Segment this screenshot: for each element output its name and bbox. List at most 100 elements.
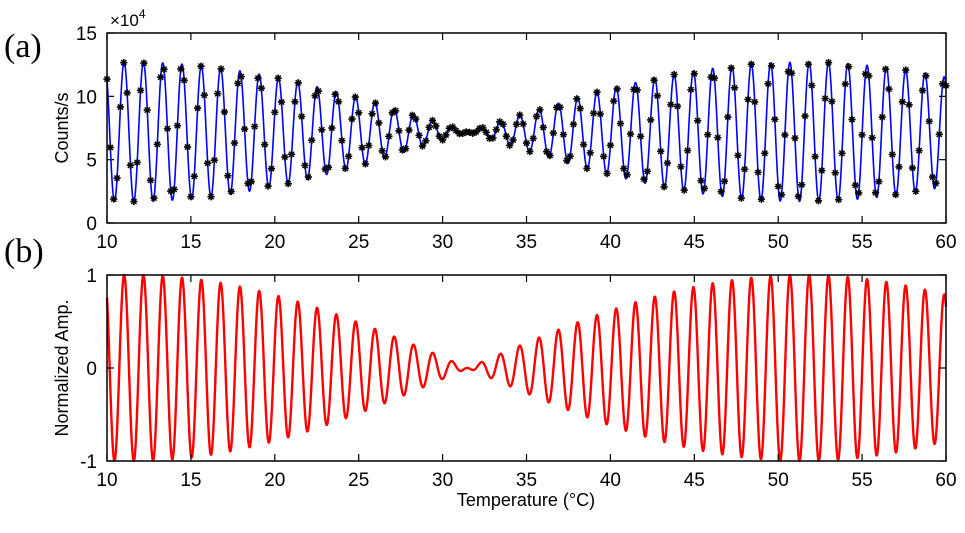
panel-b-x-tick-label: 60 <box>935 470 956 491</box>
panel-a-data-point <box>106 143 114 152</box>
panel-a-data-point <box>710 74 719 82</box>
panel-a-data-point <box>720 177 729 185</box>
panel-a-data-point <box>516 111 524 119</box>
panel-a-data-point <box>241 125 249 133</box>
panel-a-data-point <box>895 163 903 171</box>
panel-a-data-point <box>261 140 269 149</box>
panel-a-data-point <box>804 60 813 68</box>
panel-a-data-point <box>217 65 225 73</box>
panel-a-data-point <box>660 183 668 191</box>
panel-a-data-point <box>210 156 218 164</box>
panel-a-data-point <box>207 193 215 201</box>
panel-b-x-tick-label: 20 <box>264 470 285 491</box>
panel-b-x-tick-label: 45 <box>684 470 705 491</box>
panel-a-data-point <box>375 119 383 127</box>
panel-a-data-point <box>251 122 259 131</box>
panel-a-data-point <box>730 84 739 92</box>
panel-a-data-point <box>428 116 437 125</box>
panel-a-data-point <box>368 110 376 118</box>
panel-a-data-point <box>771 115 779 123</box>
panel-a-data-point <box>928 173 937 181</box>
panel-a-data-point <box>714 134 722 142</box>
panel-a-data-point <box>747 60 755 68</box>
panel-a-data-point <box>274 74 282 82</box>
panel-a-data-point <box>898 98 906 106</box>
panel-a-data-point <box>764 80 772 88</box>
panel-b-x-tick-label: 55 <box>852 470 873 491</box>
panel-a-data-point <box>781 131 789 139</box>
panel-a-data-point <box>881 65 890 73</box>
panel-b-x-tick-label: 10 <box>96 470 117 491</box>
panel-a-data-point <box>838 149 846 157</box>
panel-a-data-point <box>120 59 128 67</box>
panel-a-data-point <box>254 74 262 82</box>
panel-a-data-point <box>230 139 239 147</box>
panel-a-data-point <box>422 137 430 145</box>
panel-b-plot-area <box>105 273 948 463</box>
panel-a-data-point <box>791 134 799 142</box>
panel-a-data-point <box>415 131 423 139</box>
panel-a-y-tick-label: 5 <box>86 151 97 172</box>
panel-a-markers <box>103 59 950 206</box>
panel-a-data-point <box>267 165 276 173</box>
panel-a-data-point <box>150 194 158 202</box>
panel-a-data-point <box>439 136 447 144</box>
panel-a-data-point <box>341 164 349 173</box>
panel-a-data-point <box>824 59 833 67</box>
panel-a-data-point <box>761 149 769 157</box>
panel-a-data-point <box>328 124 336 132</box>
panel-a-data-point <box>170 185 178 193</box>
panel-b-label: (b) <box>4 233 44 270</box>
panel-a-x-tick-label: 20 <box>264 232 285 253</box>
panel-a-data-point <box>247 177 255 186</box>
panel-a-data-point <box>271 108 279 116</box>
panel-a-data-point <box>724 113 732 121</box>
panel-a-x-tick-label: 55 <box>852 232 873 253</box>
panel-a-data-point <box>526 147 534 156</box>
panel-a-data-point <box>556 103 564 111</box>
panel-b-y-axis-label: Normalized Amp. <box>52 299 72 436</box>
panel-a-data-point <box>683 146 692 155</box>
panel-b-x-axis-label: Temperature (°C) <box>457 490 595 510</box>
panel-a-data-point <box>113 174 121 182</box>
panel-a-data-point <box>539 123 547 132</box>
panel-a-data-point <box>147 176 155 184</box>
panel-a-data-point <box>153 140 161 148</box>
panel-a-series-0-line <box>106 61 947 203</box>
panel-a-data-point <box>291 98 299 106</box>
panel-a-y-axis-label: Counts/s <box>52 92 72 163</box>
panel-a-data-point <box>110 195 118 203</box>
panel-a-data-point <box>818 166 826 175</box>
panel-a-data-point <box>512 120 521 128</box>
panel-a-data-point <box>596 110 604 118</box>
panel-a-data-point <box>563 157 571 165</box>
panel-a-data-point <box>392 107 400 115</box>
panel-a-data-point <box>499 120 507 128</box>
panel-a-data-point <box>754 168 762 176</box>
panel-a-data-point <box>116 103 125 111</box>
panel-a-data-point <box>324 163 333 171</box>
panel-a-data-point <box>774 182 782 191</box>
panel-a-data-point <box>506 141 514 149</box>
panel-a-data-point <box>395 127 403 135</box>
panel-a-data-point <box>529 134 537 142</box>
panel-a-data-point <box>657 147 665 155</box>
panel-a-data-point <box>123 89 131 97</box>
panel-a-data-point <box>606 141 615 149</box>
panel-a-data-point <box>284 180 292 188</box>
panel-a-data-point <box>687 86 695 94</box>
panel-b-series-0-line <box>105 273 948 463</box>
panel-a-data-point <box>677 163 685 171</box>
panel-b-y-tick-label: 1 <box>86 266 97 287</box>
panel-a-data-point <box>177 65 185 73</box>
panel-a-data-point <box>365 141 373 150</box>
panel-a-data-point <box>385 132 393 140</box>
panel-a-data-point <box>304 173 312 181</box>
panel-a-data-point <box>751 98 759 106</box>
panel-a-data-point <box>143 106 151 114</box>
panel-a-data-point <box>298 112 306 121</box>
panel-a-data-point <box>902 66 910 74</box>
panel-a-data-point <box>227 187 235 196</box>
panel-a-data-point <box>311 92 319 100</box>
panel-a-data-point <box>744 95 752 104</box>
